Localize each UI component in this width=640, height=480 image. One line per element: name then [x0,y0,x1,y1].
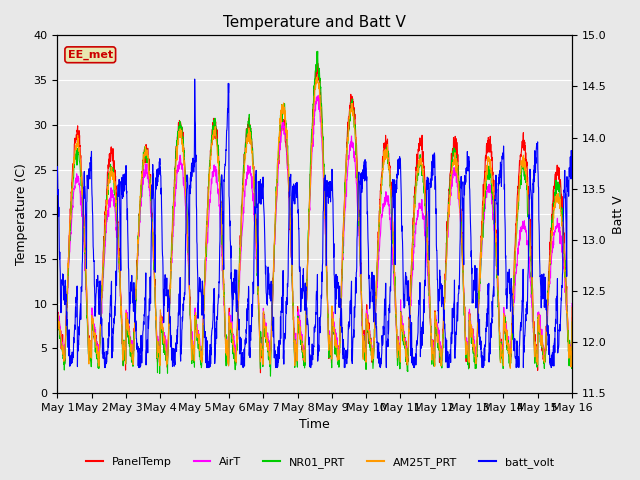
Y-axis label: Batt V: Batt V [612,195,625,234]
Text: EE_met: EE_met [68,49,113,60]
X-axis label: Time: Time [300,419,330,432]
Legend: PanelTemp, AirT, NR01_PRT, AM25T_PRT, batt_volt: PanelTemp, AirT, NR01_PRT, AM25T_PRT, ba… [81,452,559,472]
Title: Temperature and Batt V: Temperature and Batt V [223,15,406,30]
Y-axis label: Temperature (C): Temperature (C) [15,163,28,265]
